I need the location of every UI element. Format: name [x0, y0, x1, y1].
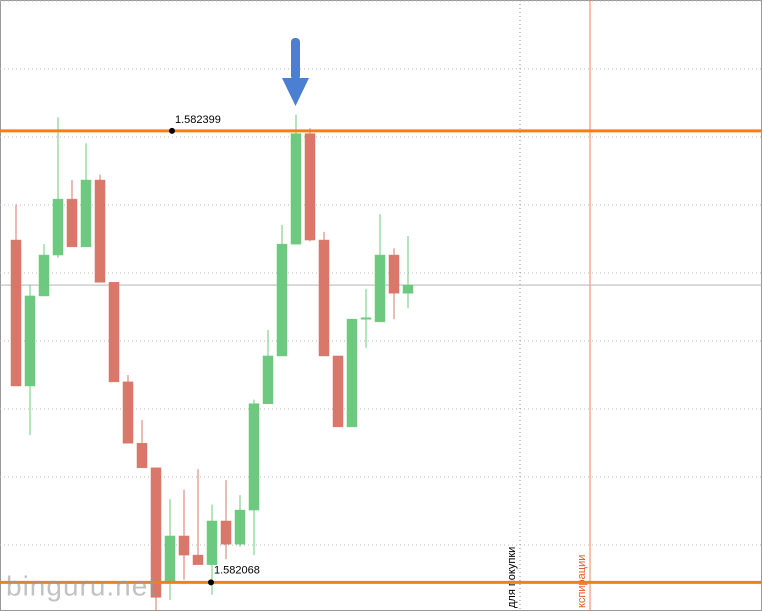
- candle-body: [276, 243, 288, 357]
- candle-body: [346, 318, 358, 428]
- candle-body: [304, 133, 316, 241]
- candle-body: [164, 535, 176, 583]
- candle-body: [24, 295, 36, 387]
- level-anchor: [208, 579, 214, 586]
- buy-label: для покупки: [506, 547, 518, 608]
- candle-body: [220, 520, 232, 545]
- level-label: 1.582399: [175, 114, 221, 126]
- candle-body: [136, 442, 148, 469]
- candle-body: [178, 535, 190, 556]
- arrow: [282, 38, 309, 106]
- candle-body: [248, 403, 260, 511]
- candle-body: [388, 254, 400, 294]
- candle-body: [234, 509, 246, 545]
- candle-body: [38, 254, 50, 297]
- candle-body: [108, 282, 120, 383]
- candle-body: [374, 254, 386, 323]
- candle-body: [52, 198, 64, 256]
- candle-body: [80, 179, 92, 248]
- level-label: 1.582068: [214, 564, 260, 576]
- candle-body: [94, 179, 106, 283]
- candle-body: [150, 467, 162, 598]
- candle-body: [332, 355, 344, 428]
- candle-body: [318, 239, 330, 357]
- candle-body: [402, 284, 414, 294]
- candle-body: [66, 198, 78, 248]
- candle-body: [10, 239, 22, 387]
- candle-body: [122, 381, 134, 444]
- candle-body: [360, 317, 372, 320]
- candle-body: [192, 554, 204, 565]
- level-anchor: [169, 127, 175, 134]
- candle-body: [290, 133, 302, 245]
- watermark: binguru.net: [6, 570, 157, 601]
- candle-body: [206, 520, 218, 565]
- candle-body: [262, 355, 274, 404]
